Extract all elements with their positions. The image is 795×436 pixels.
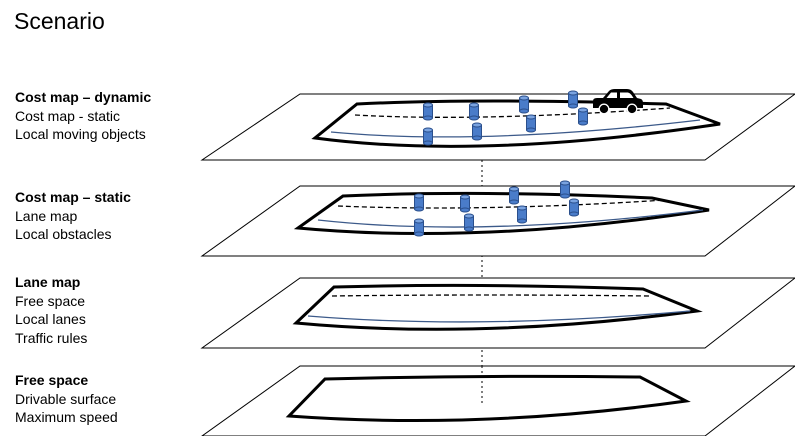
layer-label-free-space: Free space Drivable surface Maximum spee… [15,371,118,427]
plane-cost-map-dynamic [200,89,795,161]
layer-item: Local lanes [15,311,86,327]
lane-centerline [354,107,671,118]
obstacle-cylinder-icon [460,194,470,213]
lane-centerline [337,199,666,209]
layer-label-cost-map-dynamic: Cost map – dynamic Cost map - static Loc… [15,88,151,144]
layer-item: Local moving objects [15,126,146,142]
obstacle-cylinder-icon [423,102,433,121]
obstacle-cylinder-icon [469,102,479,121]
obstacle-cylinder-icon [517,205,527,224]
obstacle-cylinder-icon [578,107,588,126]
road-outline [311,99,721,148]
layer-heading: Free space [15,372,89,388]
layer-label-cost-map-static: Cost map – static Lane map Local obstacl… [15,188,131,244]
layer-label-lane-map: Lane map Free space Local lanes Traffic … [15,273,87,347]
layer-heading: Lane map [15,274,81,290]
page-title: Scenario [14,8,105,34]
lane-centerline [331,294,651,297]
obstacle-cylinder-icon [526,114,536,133]
layer-item: Free space [15,292,86,309]
obstacle-cylinder-icon [414,218,424,237]
layer-item: Drivable surface [15,390,117,407]
lane-boundary [307,310,691,323]
obstacle-cylinder-icon [569,198,579,217]
obstacle-cylinder-icon [464,213,474,232]
drivable-surface-outline [285,374,691,423]
obstacle-cylinder-icon [472,122,482,141]
layer-item: Maximum speed [15,409,118,425]
layer-heading: Cost map – static [15,189,131,205]
obstacle-cylinder-icon [423,127,433,146]
plane-lane-map [200,277,795,349]
layer-item: Traffic rules [15,329,88,346]
lane-boundary [330,119,701,138]
obstacle-cylinder-icon [568,90,578,109]
plane-cost-map-static [200,180,795,257]
layer-item: Lane map [15,207,78,224]
obstacle-cylinder-icon [560,180,570,199]
layer-item: Local obstacles [15,226,112,242]
plane-free-space [201,365,795,436]
obstacle-cylinder-icon [414,193,424,212]
lane-boundary [317,209,704,228]
car-icon [593,89,643,115]
obstacle-cylinder-icon [509,186,519,205]
layer-heading: Cost map – dynamic [15,89,152,105]
layer-item: Cost map - static [15,107,121,124]
obstacle-cylinder-icon [519,95,529,114]
